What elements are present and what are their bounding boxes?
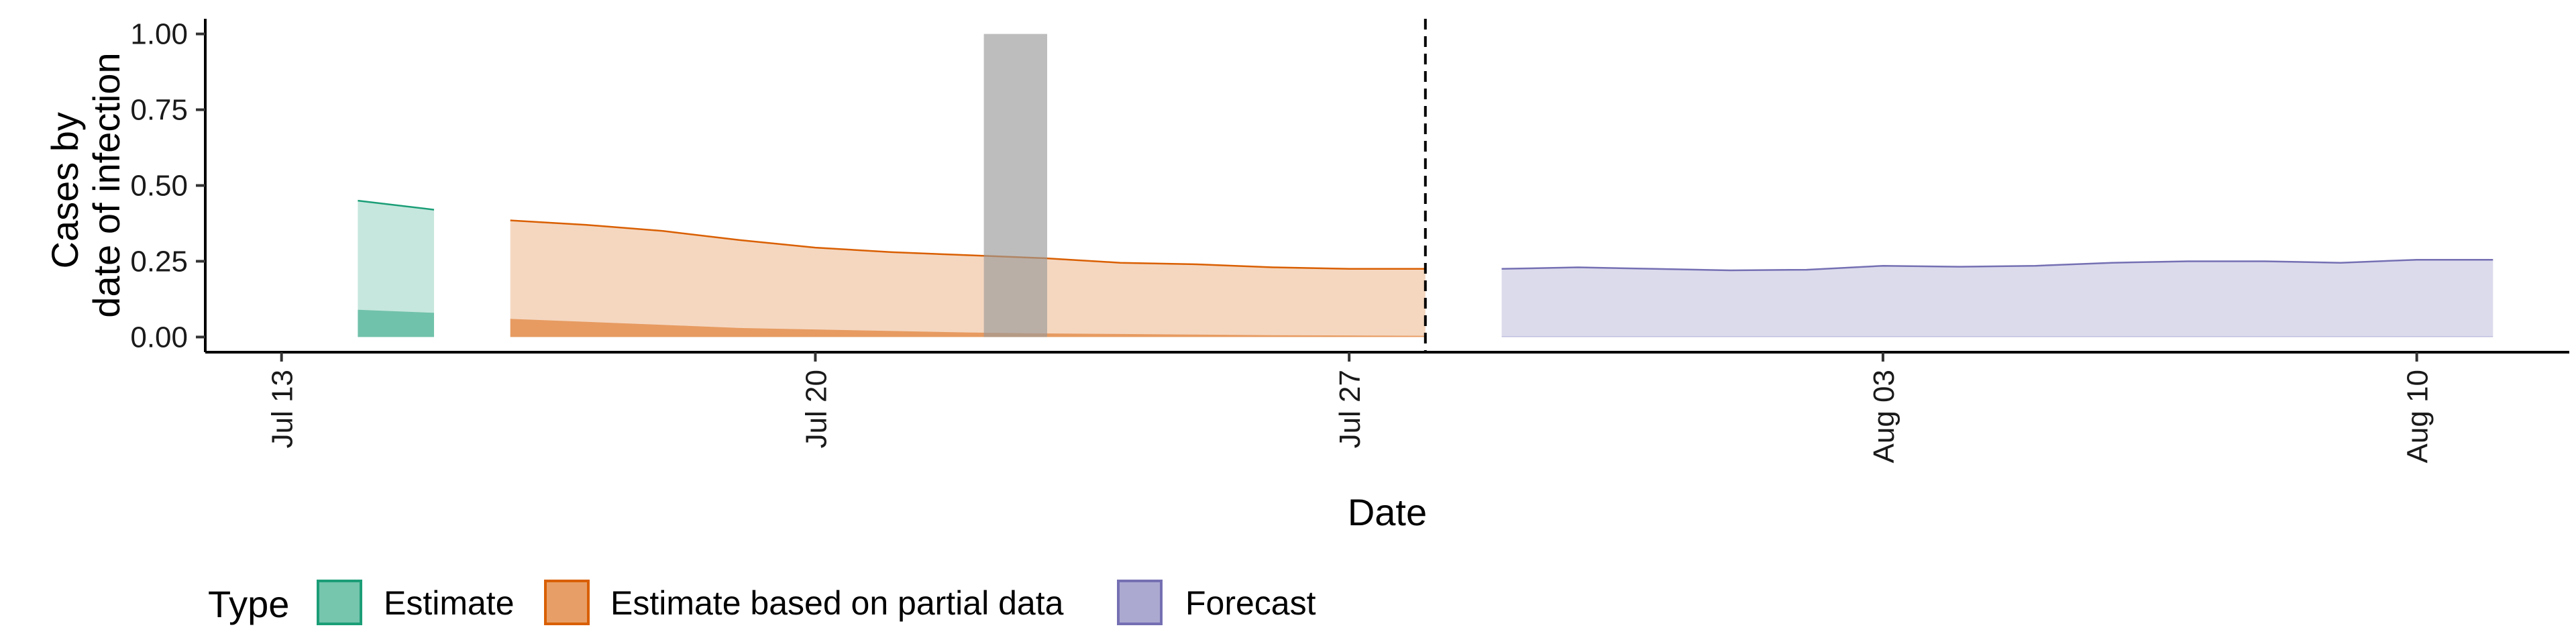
x-axis-title: Date — [1348, 491, 1427, 533]
band-inner-estimate — [358, 309, 434, 337]
band-outer-edge-forecast — [1501, 258, 2493, 272]
y-tick-label: 0.50 — [130, 170, 188, 203]
x-tick-label: Jul 13 — [266, 370, 299, 448]
y-tick-label: 1.00 — [130, 18, 188, 51]
band-outer-edge-estimate-based-on-partial-data — [510, 219, 1426, 270]
legend-label-estimate: Estimate — [384, 584, 515, 622]
plot-area — [358, 19, 2493, 352]
legend-swatch-forecast — [1117, 580, 1163, 625]
highlight-period-bar — [983, 34, 1047, 337]
y-axis-title-line-2: date of infection — [85, 52, 127, 317]
legend-swatch-estimate — [317, 580, 362, 625]
y-axis-title-line-1: Cases by — [44, 112, 86, 268]
band-outer-edge-estimate — [358, 199, 435, 211]
y-ticks: 0.00 0.25 0.50 0.75 1.00 — [130, 18, 205, 354]
x-ticks: Jul 13 Jul 20 Jul 27 Aug 03 Aug 10 — [266, 352, 2434, 463]
legend: Type Estimate Estimate based on partial … — [208, 580, 1316, 625]
band-outer-estimate-based-on-partial-data — [510, 220, 1426, 337]
band-outer-estimate — [358, 201, 434, 337]
legend-label-forecast: Forecast — [1185, 584, 1316, 622]
x-tick-label: Aug 10 — [2402, 370, 2434, 463]
y-tick-label: 0.25 — [130, 245, 188, 278]
legend-item-partial: Estimate based on partial data — [544, 580, 1064, 625]
legend-title: Type — [208, 583, 289, 625]
legend-swatch-partial — [544, 580, 590, 625]
x-tick-label: Aug 03 — [1868, 370, 1900, 463]
y-tick-label: 0.00 — [130, 321, 188, 354]
legend-item-estimate: Estimate — [317, 580, 515, 625]
legend-label-partial: Estimate based on partial data — [610, 584, 1064, 622]
band-inner-estimate-based-on-partial-data — [510, 319, 1426, 337]
y-axis-title: Cases by date of infection — [44, 52, 127, 317]
x-tick-label: Jul 27 — [1334, 370, 1366, 448]
band-outer-forecast — [1501, 260, 2493, 337]
y-tick-label: 0.75 — [130, 94, 188, 127]
legend-item-forecast: Forecast — [1117, 580, 1316, 625]
x-tick-label: Jul 20 — [800, 370, 833, 448]
